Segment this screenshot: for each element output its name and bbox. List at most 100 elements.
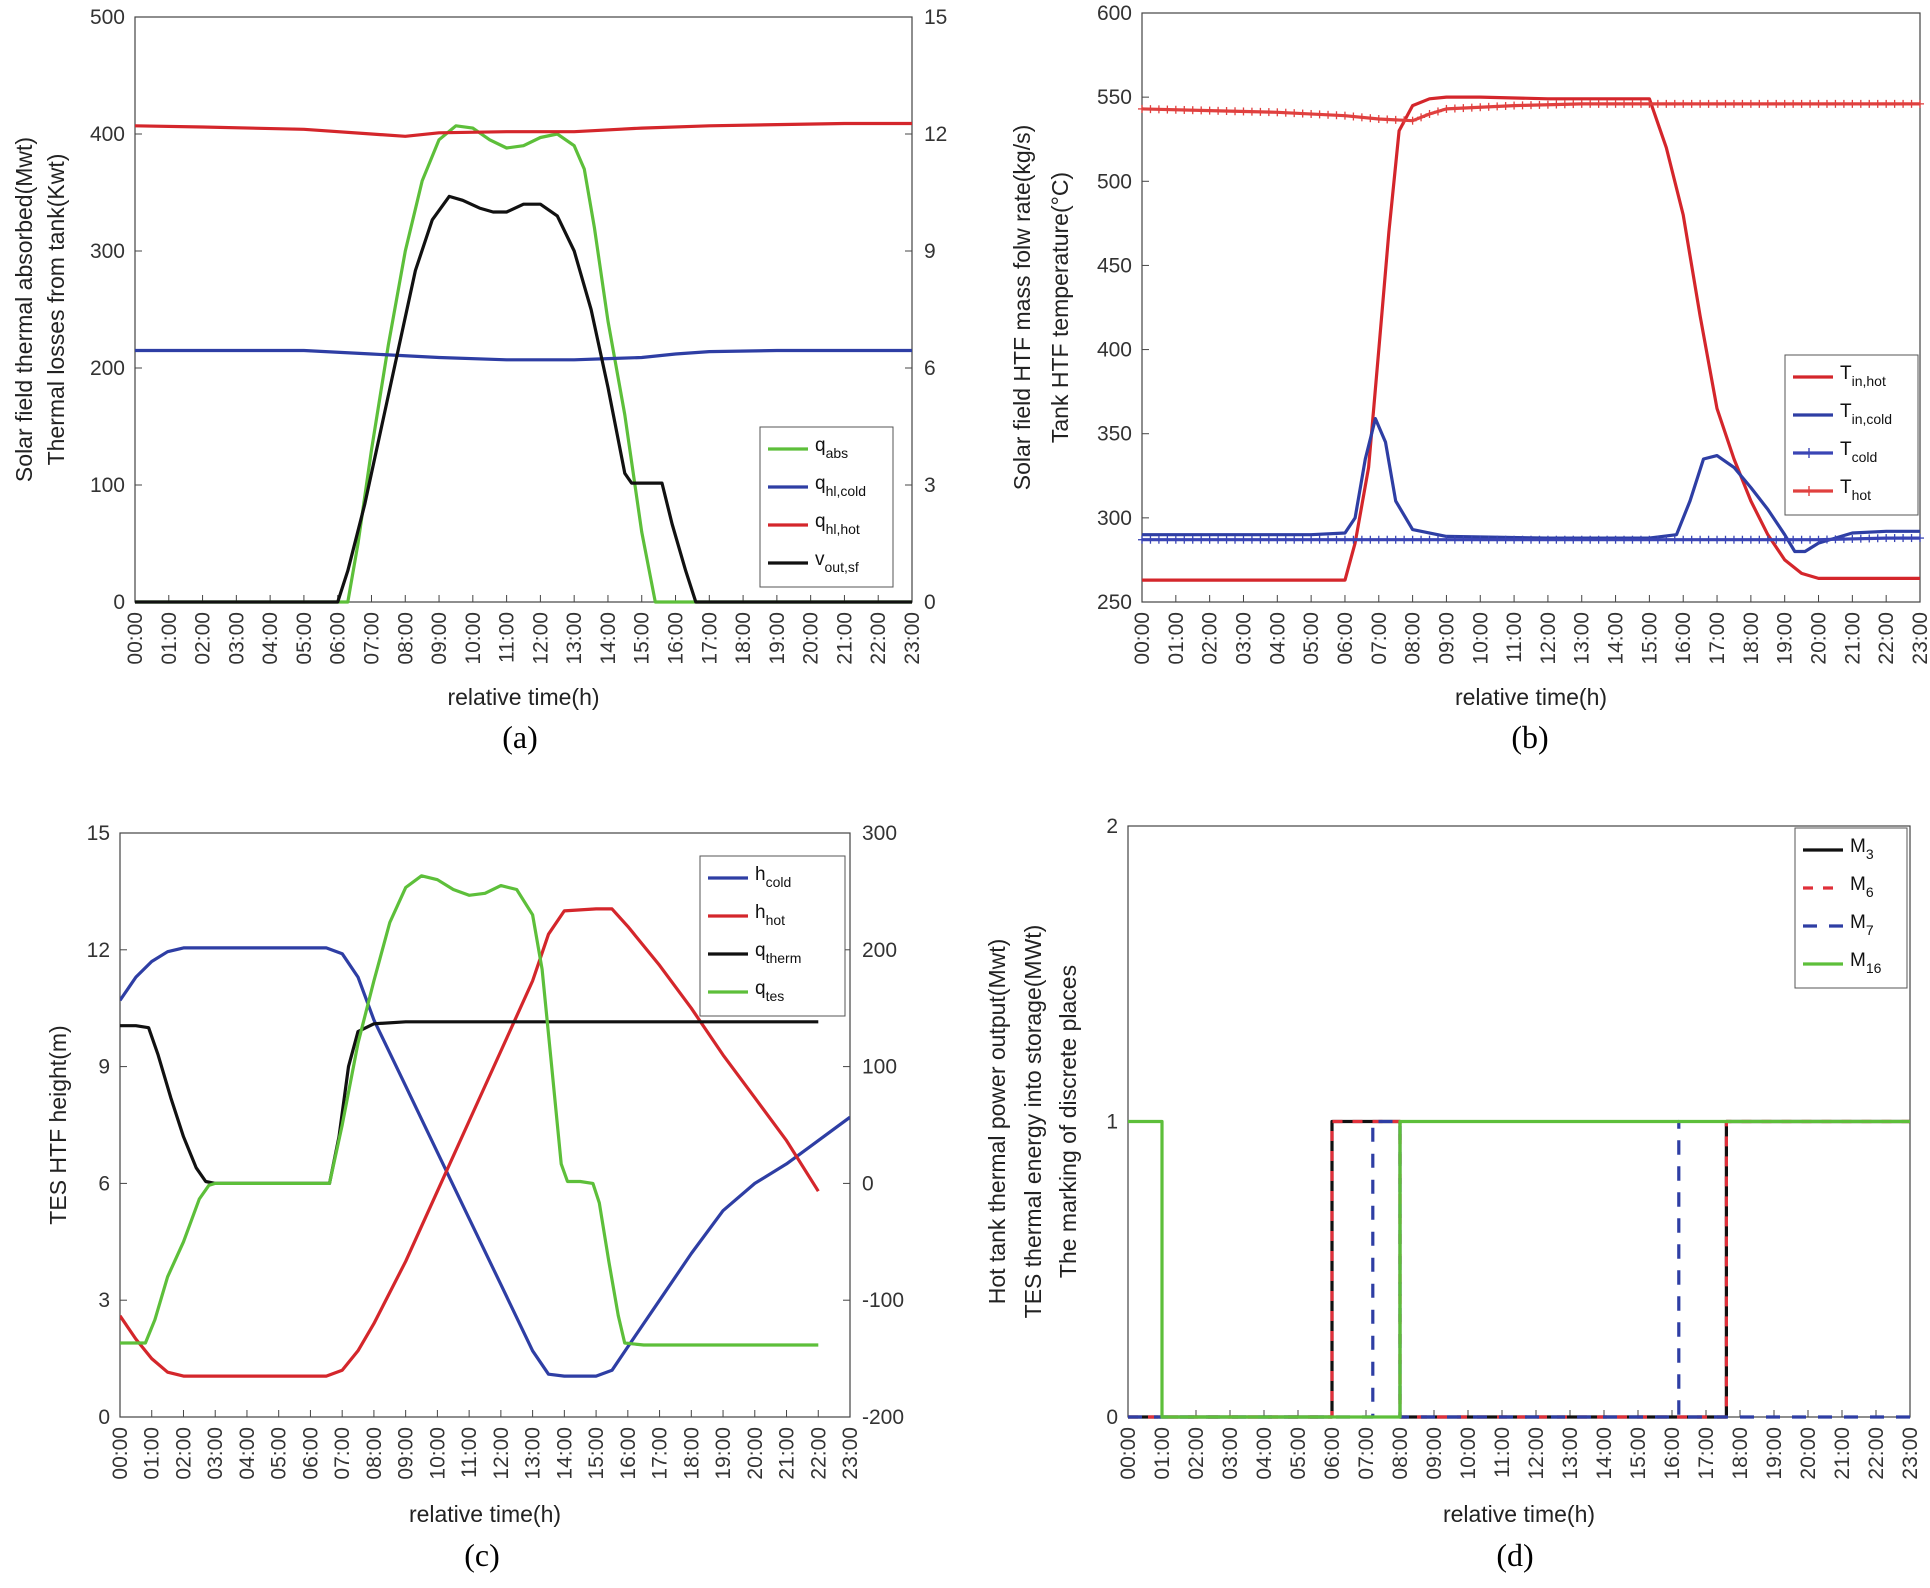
series-line-b-T-in,cold (1142, 417, 1920, 554)
legend-entry-b-sub: in,cold (1852, 411, 1892, 427)
y2-tick-label-a: 3 (924, 474, 936, 497)
legend-entry-b-main: T (1840, 477, 1852, 498)
legend-entry-d-main: M (1850, 836, 1866, 857)
legend-entry-a-main: q (815, 511, 826, 532)
x-tick-label-a: 07:00 (360, 612, 383, 665)
y-tick-label-a: 300 (90, 240, 125, 263)
x-tick-label-c: 18:00 (680, 1427, 703, 1480)
x-tick-label-b: 15:00 (1638, 612, 1661, 665)
legend-entry-a: qabs (815, 435, 848, 461)
y-tick-label-b: 300 (1097, 507, 1132, 530)
x-tick-label-a: 02:00 (192, 612, 215, 665)
series-line-c-q-tes (120, 874, 819, 1347)
legend-entry-d-sub: 16 (1866, 960, 1882, 976)
x-tick-label-d: 22:00 (1865, 1427, 1888, 1480)
x-tick-label-d: 14:00 (1593, 1427, 1616, 1480)
legend-entry-a-main: v (815, 549, 825, 570)
x-tick-label-a: 01:00 (158, 612, 181, 665)
legend-entry-d: M6 (1850, 874, 1874, 900)
series-line-c-h-hot (120, 907, 820, 1378)
y-tick-label-b: 350 (1097, 423, 1132, 446)
x-tick-label-b: 16:00 (1672, 612, 1695, 665)
series-line-a-q-abs (135, 124, 912, 604)
x-tick-label-b: 06:00 (1334, 612, 1357, 665)
x-tick-label-a: 18:00 (732, 612, 755, 665)
x-tick-label-d: 13:00 (1559, 1427, 1582, 1480)
x-axis-label-c: relative time(h) (409, 1501, 561, 1527)
legend-entry-c-sub: therm (766, 950, 802, 966)
x-tick-label-c: 03:00 (204, 1427, 227, 1480)
legend-box-d (1794, 827, 1908, 989)
y-tick-label-c: 0 (98, 1406, 110, 1429)
x-tick-label-a: 05:00 (293, 612, 316, 665)
y-tick-label-a: 200 (90, 357, 125, 380)
legend-entry-d-sub: 6 (1866, 884, 1874, 900)
x-tick-label-b: 14:00 (1605, 612, 1628, 665)
x-tick-label-c: 09:00 (395, 1427, 418, 1480)
y2-tick-label-a: 9 (924, 240, 936, 263)
x-tick-label-c: 20:00 (744, 1427, 767, 1480)
x-tick-label-a: 04:00 (259, 612, 282, 665)
legend-entry-c: qtherm (755, 940, 801, 966)
x-tick-label-a: 11:00 (496, 612, 519, 663)
x-tick-label-a: 06:00 (327, 612, 350, 665)
legend-entry-b: Tin,cold (1840, 401, 1892, 427)
series-line-a-q-hl,cold (135, 348, 912, 362)
y-tick-label-c: 9 (98, 1056, 110, 1079)
legend-b: Tin,hot Tin,cold Tcold Thot (1784, 354, 1919, 516)
legend-entry-d-sub: 7 (1866, 922, 1874, 938)
x-tick-label-c: 16:00 (617, 1427, 640, 1480)
legend-entry-b-sub: cold (1852, 449, 1878, 465)
legend-entry-b: Thot (1840, 477, 1871, 503)
x-tick-label-b: 17:00 (1706, 612, 1729, 665)
x-tick-label-c: 23:00 (839, 1427, 862, 1480)
x-tick-label-a: 08:00 (394, 612, 417, 665)
legend-entry-a: qhl,cold (815, 473, 866, 499)
x-tick-label-c: 10:00 (426, 1427, 449, 1480)
legend-entry-c-main: q (755, 940, 766, 961)
x-tick-label-d: 19:00 (1763, 1427, 1786, 1480)
x-tick-label-c: 05:00 (268, 1427, 291, 1480)
x-tick-label-b: 21:00 (1841, 612, 1864, 665)
x-tick-label-a: 19:00 (766, 612, 789, 665)
y2-tick-label-c: 0 (862, 1172, 874, 1195)
legend-entry-c-sub: tes (766, 988, 785, 1004)
legend-entry-a: qhl,hot (815, 511, 860, 537)
x-tick-label-d: 17:00 (1695, 1427, 1718, 1480)
legend-entry-d: M7 (1850, 912, 1874, 938)
x-tick-label-a: 00:00 (124, 612, 147, 665)
y-tick-label-d: 0 (1106, 1406, 1118, 1429)
series-line-d-M-16 (1128, 1119, 1910, 1419)
x-tick-label-b: 12:00 (1537, 612, 1560, 665)
x-tick-label-b: 11:00 (1503, 612, 1526, 663)
legend-entry-c: hhot (755, 902, 785, 928)
x-tick-label-c: 04:00 (236, 1427, 259, 1480)
legend-entry-d: M3 (1850, 836, 1874, 862)
x-tick-label-d: 02:00 (1185, 1427, 1208, 1480)
caption-c: (c) (464, 1537, 500, 1573)
legend-entry-c-main: q (755, 978, 766, 999)
x-tick-label-c: 06:00 (299, 1427, 322, 1480)
x-tick-label-b: 04:00 (1266, 612, 1289, 665)
y-tick-label-b: 250 (1097, 591, 1132, 614)
x-tick-label-a: 23:00 (901, 612, 924, 665)
legend-entry-b: Tin,hot (1840, 363, 1886, 389)
legend-entry-c: qtes (755, 978, 784, 1004)
x-tick-label-b: 00:00 (1131, 612, 1154, 665)
x-tick-label-d: 08:00 (1389, 1427, 1412, 1480)
x-tick-label-a: 16:00 (665, 612, 688, 665)
x-tick-label-b: 19:00 (1774, 612, 1797, 665)
x-tick-label-a: 03:00 (225, 612, 248, 665)
x-tick-label-c: 19:00 (712, 1427, 735, 1480)
x-tick-label-c: 13:00 (522, 1427, 545, 1480)
x-tick-label-b: 10:00 (1469, 612, 1492, 665)
legend-entry-a-main: q (815, 473, 826, 494)
y-axis-label-c: TES HTF height(m) (45, 1025, 71, 1224)
x-tick-label-c: 02:00 (172, 1427, 195, 1480)
x-tick-label-c: 01:00 (141, 1427, 164, 1480)
y-tick-label-a: 100 (90, 474, 125, 497)
y-tick-label-b: 600 (1097, 2, 1132, 25)
y-tick-label-a: 0 (113, 591, 125, 614)
x-tick-label-a: 12:00 (529, 612, 552, 665)
x-tick-label-b: 18:00 (1740, 612, 1763, 665)
